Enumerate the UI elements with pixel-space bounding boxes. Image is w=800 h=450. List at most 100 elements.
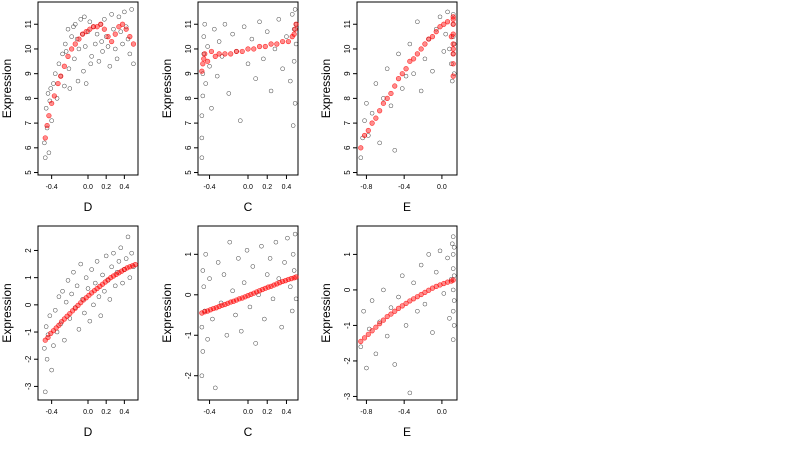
y-tick-label: 1 — [24, 275, 33, 280]
fitted-point — [201, 56, 207, 62]
data-point — [250, 264, 256, 269]
fitted-point — [127, 33, 133, 40]
fitted-point — [116, 24, 122, 30]
fitted-point — [293, 21, 299, 27]
fitted-point — [108, 275, 114, 281]
data-point — [381, 287, 386, 293]
data-point — [62, 83, 67, 89]
data-point — [69, 291, 74, 297]
data-point — [56, 61, 62, 67]
data-point — [102, 17, 107, 22]
data-point — [205, 44, 210, 49]
fitted-point — [268, 283, 274, 289]
data-point — [276, 276, 282, 281]
fitted-point — [268, 41, 274, 47]
x-tick-label: 0.2 — [101, 184, 111, 191]
data-point — [212, 26, 217, 32]
fitted-point — [291, 31, 297, 37]
data-point — [74, 36, 80, 42]
y-tick-label: 0 — [24, 302, 33, 307]
data-point — [418, 262, 424, 268]
data-point — [201, 284, 207, 289]
data-point — [407, 41, 413, 47]
data-point — [122, 9, 127, 15]
plot-frame — [356, 225, 458, 401]
fitted-point — [44, 122, 50, 129]
x-tick-label: 0.0 — [243, 184, 253, 191]
fitted-point — [233, 297, 240, 303]
y-tick-label: 5 — [184, 170, 193, 175]
fitted-point — [411, 56, 417, 62]
data-point — [72, 56, 77, 62]
y-tick-label: 10 — [24, 44, 33, 53]
data-point — [129, 250, 134, 256]
x-tick-label: -0.8 — [360, 409, 372, 416]
data-point — [111, 26, 116, 32]
data-point — [42, 140, 47, 146]
fitted-point — [83, 29, 89, 35]
data-point — [247, 304, 253, 310]
y-tick-label: -1 — [343, 321, 352, 329]
data-point — [100, 272, 105, 278]
data-point — [285, 235, 290, 241]
fitted-point — [369, 120, 375, 126]
x-tick-label: 0.0 — [243, 409, 253, 416]
fitted-point — [403, 300, 409, 307]
y-tick-label: 10 — [184, 44, 193, 53]
fitted-point — [450, 73, 456, 79]
fitted-point — [242, 294, 248, 300]
data-point — [257, 19, 262, 25]
data-point — [262, 316, 267, 322]
data-point — [129, 7, 134, 12]
data-point — [451, 71, 457, 76]
data-point — [56, 294, 62, 299]
data-point — [381, 96, 386, 101]
scatter-panel: -0.8 -0.4 0.0 5 6 7 8 9 10 11 E Expression — [319, 1, 458, 214]
fitted-point — [216, 51, 222, 57]
fitted-point — [251, 46, 257, 52]
y-axis-label: Expression — [160, 59, 174, 118]
y-tick-label: 9 — [24, 71, 33, 76]
data-point — [78, 261, 83, 267]
fitted-point — [441, 280, 447, 287]
data-point — [437, 248, 443, 254]
data-point — [426, 252, 431, 257]
y-axis-label: Expression — [319, 283, 333, 342]
data-point — [450, 287, 456, 293]
data-point — [236, 256, 241, 261]
data-point — [107, 297, 113, 302]
scatter-panel: -0.4 0.0 0.2 0.4 -2 -1 0 1 C Expression — [160, 225, 299, 439]
data-point — [201, 34, 207, 39]
data-point — [60, 51, 65, 57]
data-point — [411, 280, 416, 286]
data-point — [388, 103, 394, 109]
fitted-point — [429, 33, 436, 40]
fitted-point — [274, 281, 280, 287]
y-tick-label: 7 — [343, 120, 352, 125]
fitted-point — [407, 58, 413, 64]
data-point — [293, 41, 299, 47]
fitted-point — [116, 270, 122, 276]
data-point — [291, 59, 297, 64]
fitted-point — [259, 286, 266, 293]
data-point — [253, 76, 258, 81]
data-point — [276, 17, 282, 22]
fitted-point — [239, 48, 245, 55]
fitted-point — [213, 305, 219, 311]
data-point — [203, 252, 208, 257]
plot-frame — [37, 225, 139, 401]
fitted-point — [450, 46, 456, 52]
fitted-point — [123, 26, 129, 32]
fitted-point — [105, 33, 111, 40]
data-point — [205, 337, 210, 342]
fitted-point — [109, 38, 115, 45]
fitted-point — [225, 300, 231, 306]
data-point — [215, 260, 221, 265]
fitted-point — [450, 14, 456, 20]
y-tick-label: 1 — [343, 252, 352, 257]
fitted-point — [256, 43, 263, 50]
data-point — [114, 56, 120, 62]
x-tick-label: 0.4 — [119, 184, 129, 191]
data-point — [400, 273, 405, 278]
fitted-point — [207, 307, 214, 313]
